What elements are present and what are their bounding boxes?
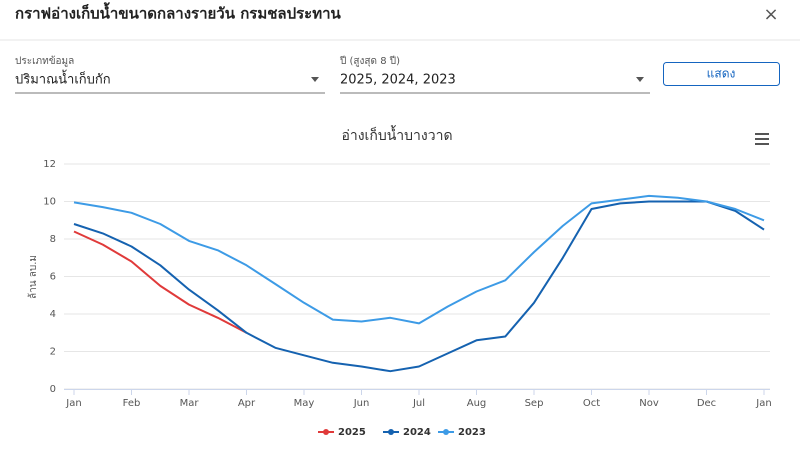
legend-marker: [388, 429, 394, 435]
legend-label: 2024: [403, 427, 431, 438]
series-line: [73, 200, 765, 373]
y-tick-label: 0: [50, 384, 56, 395]
x-tick-label: Feb: [123, 398, 141, 409]
series-line: [73, 194, 765, 325]
dropdown-arrow: [311, 77, 319, 82]
y-tick-label: 8: [50, 234, 56, 245]
series-line: [73, 230, 247, 334]
legend-label: 2023: [458, 427, 486, 438]
chart-menu[interactable]: [755, 133, 769, 145]
menu-bar: [755, 143, 769, 145]
select-value[interactable]: 2025, 2024, 2023: [340, 73, 456, 88]
close-button[interactable]: ×: [763, 4, 778, 25]
show-button-label[interactable]: แสดง: [707, 67, 736, 81]
y-axis-label: ล้าน ลบ.ม: [27, 255, 39, 299]
dialog-title: กราฟอ่างเก็บน้ำขนาดกลางรายวัน กรมชลประทา…: [15, 2, 342, 23]
x-tick-label: Oct: [583, 398, 600, 409]
legend-label: 2025: [338, 427, 366, 438]
legend-marker: [443, 429, 449, 435]
select-value[interactable]: ปริมาณน้ำเก็บกัก: [15, 70, 111, 88]
field-label: ประเภทข้อมูล: [15, 55, 74, 67]
dropdown-arrow: [636, 77, 644, 82]
x-tick-label: Jun: [353, 398, 370, 409]
menu-bar: [755, 133, 769, 135]
x-tick-label: Apr: [238, 398, 256, 409]
x-tick-label: May: [294, 398, 315, 409]
x-tick-label: Nov: [639, 398, 659, 409]
y-tick-label: 4: [50, 309, 56, 320]
x-tick-label: Jan: [755, 398, 771, 409]
y-tick-label: 12: [43, 159, 56, 170]
y-tick-label: 10: [43, 197, 56, 208]
x-tick-label: Mar: [180, 398, 200, 409]
legend-marker: [323, 429, 329, 435]
menu-bar: [755, 138, 769, 140]
x-tick-label: Dec: [697, 398, 716, 409]
y-tick-label: 6: [50, 272, 56, 283]
chart-title: อ่างเก็บน้ำบางวาด: [341, 125, 452, 144]
x-tick-label: Aug: [467, 398, 487, 409]
x-tick-label: Jan: [65, 398, 81, 409]
x-tick-label: Sep: [525, 398, 544, 409]
x-tick-label: Jul: [412, 398, 425, 409]
field-label: ปี (สูงสุด 8 ปี): [339, 55, 400, 67]
show-button[interactable]: [663, 62, 780, 86]
y-tick-label: 2: [50, 347, 56, 358]
